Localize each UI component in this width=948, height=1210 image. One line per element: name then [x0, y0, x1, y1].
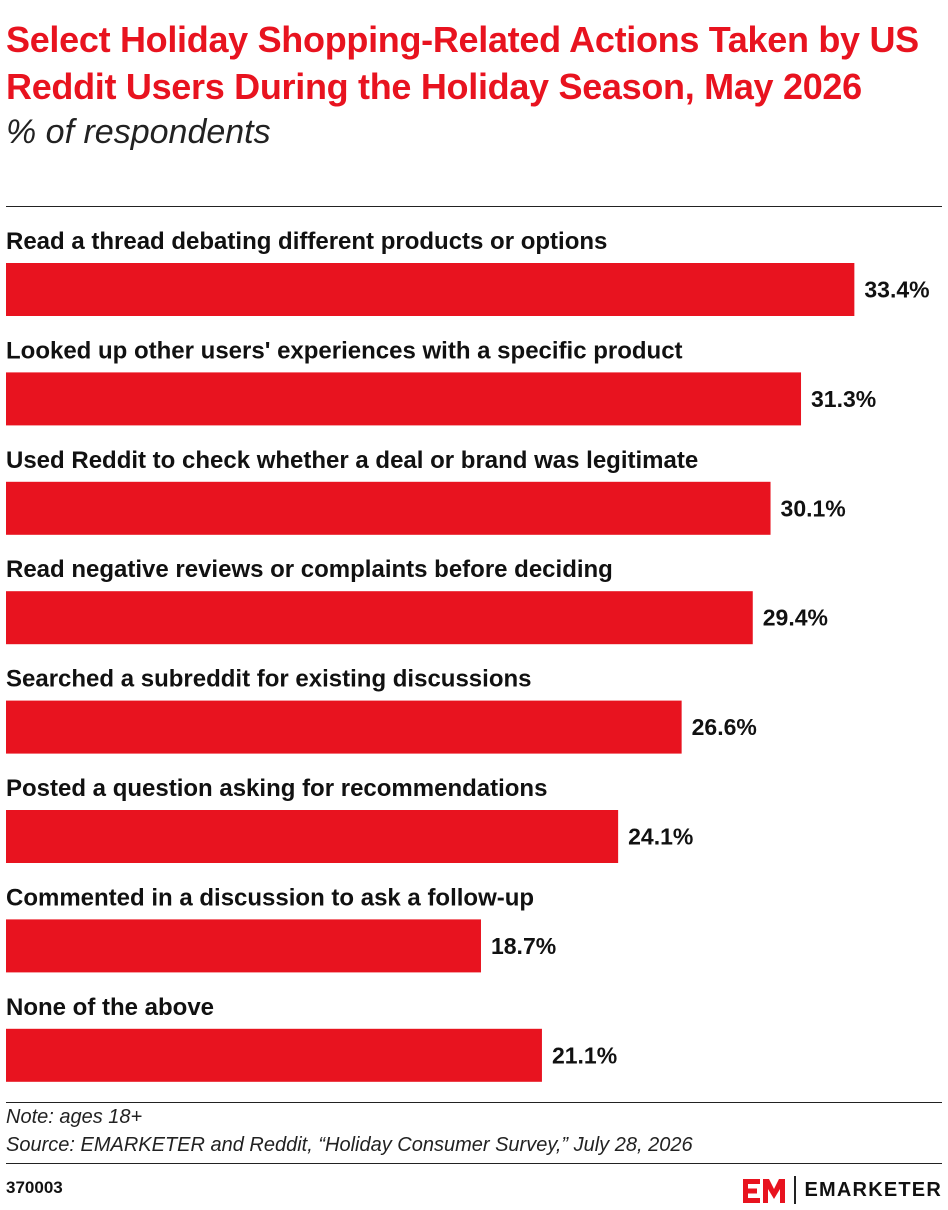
- bar: [6, 700, 682, 754]
- brand-divider: [794, 1176, 796, 1204]
- chart-id: 370003: [6, 1178, 63, 1197]
- value-label: 31.3%: [811, 386, 876, 412]
- footnotes: Note: ages 18+ Source: EMARKETER and Red…: [6, 1103, 693, 1159]
- chart-title: Select Holiday Shopping-Related Actions …: [6, 19, 919, 107]
- bar: [6, 591, 753, 645]
- chart-subtitle: % of respondents: [6, 113, 271, 151]
- top-divider: [6, 206, 942, 207]
- footer-divider: [6, 1163, 942, 1164]
- value-label: 30.1%: [781, 495, 846, 521]
- category-label: Posted a question asking for recommendat…: [6, 775, 547, 802]
- category-label: Read a thread debating different product…: [6, 228, 607, 255]
- category-label: Looked up other users' experiences with …: [6, 337, 683, 364]
- value-label: 18.7%: [491, 933, 556, 959]
- bottom-divider: [6, 1102, 942, 1103]
- value-label: 29.4%: [763, 605, 828, 631]
- source-text: Source: EMARKETER and Reddit, “Holiday C…: [6, 1134, 693, 1156]
- category-label: None of the above: [6, 994, 214, 1021]
- value-label: 21.1%: [552, 1042, 617, 1068]
- category-label: Read negative reviews or complaints befo…: [6, 556, 613, 583]
- bar: [6, 263, 855, 316]
- chart-header: Select Holiday Shopping-Related Actions …: [6, 16, 936, 154]
- bar: [6, 1028, 542, 1082]
- bar: [6, 481, 771, 535]
- bar-chart: Read a thread debating different product…: [6, 228, 930, 1082]
- category-label: Commented in a discussion to ask a follo…: [6, 884, 534, 911]
- value-label: 26.6%: [692, 714, 757, 740]
- value-label: 33.4%: [864, 277, 929, 303]
- value-label: 24.1%: [628, 824, 693, 850]
- category-label: Used Reddit to check whether a deal or b…: [6, 447, 698, 474]
- category-label: Searched a subreddit for existing discus…: [6, 666, 531, 693]
- bar: [6, 372, 802, 426]
- bar: [6, 919, 481, 973]
- note-text: Note: ages 18+: [6, 1106, 143, 1128]
- bar: [6, 810, 619, 863]
- brand-name: EMARKETER: [804, 1178, 942, 1201]
- brand-block: EMARKETER: [742, 1170, 942, 1210]
- emarketer-logo-icon: [743, 1179, 786, 1203]
